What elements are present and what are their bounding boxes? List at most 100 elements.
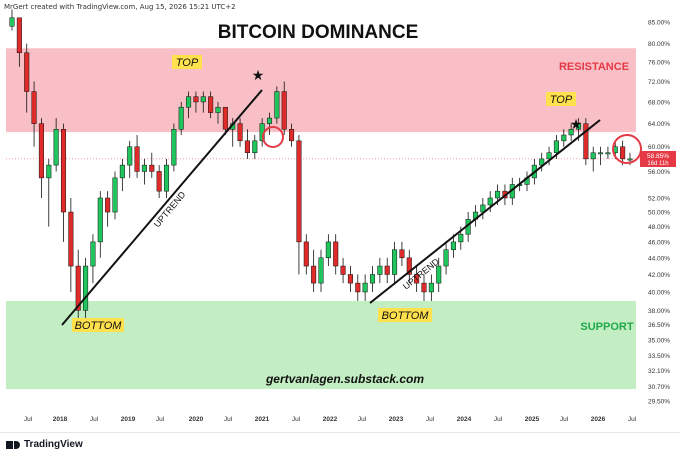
candle [60,123,67,242]
candle-body [222,106,228,130]
candle [340,257,346,284]
chart-title: BITCOIN DOMINANCE [218,22,419,43]
candle [384,257,390,284]
y-tick-label: 76.00% [648,60,670,67]
star-icon: ★ [570,116,583,132]
candle-body [289,129,295,142]
candle [171,123,177,172]
x-axis: Jul 2018 Jul 2019 Jul 2020 Jul 2021 Jul 2022 Jul 20… [24,416,637,423]
candle-body [53,129,59,166]
candle [24,43,30,113]
candle-body [575,123,582,130]
y-tick-label: 44.00% [648,255,670,262]
candle [620,140,626,166]
candle [325,234,331,267]
x-tick-label: 2018 [53,416,68,423]
footer: TradingView [0,432,680,456]
bottom-label-2: BOTTOM [382,310,430,322]
y-tick-label: 46.00% [648,239,670,246]
candle-body [16,17,22,54]
candle [9,9,15,31]
candle-body [274,91,280,119]
y-tick-label: 72.00% [648,79,670,86]
candle [583,118,589,166]
bottom-label-1: BOTTOM [75,320,123,332]
x-tick-label: 2023 [389,416,404,423]
candle-body [178,106,184,130]
candle-body [38,123,44,179]
candle-body [83,265,89,311]
candle-body [443,249,449,267]
candle-body [266,117,273,124]
candle [377,257,383,284]
candle-body [325,241,331,259]
candle-body [9,17,15,27]
candle-body [318,257,324,284]
candle [208,91,214,119]
candle-body [568,129,574,136]
y-tick-label: 40.00% [648,289,670,296]
resistance-zone [6,48,636,133]
candle [428,274,434,302]
candle [318,249,324,292]
candle-body [436,265,442,284]
tradingview-brand: TradingView [24,439,83,450]
candle-body [163,164,170,192]
y-axis: 85.00% 80.00% 76.00% 72.00% 68.00% 64.00% 60.0… [648,20,670,406]
candle-body [598,152,604,155]
candle [68,197,74,292]
y-tick-label: 30.70% [648,384,670,391]
candle-body [553,140,559,154]
candle-body [605,152,611,155]
zones [6,48,636,390]
candle [333,234,339,275]
x-tick-label: Jul [24,416,33,423]
candle [355,274,361,302]
y-tick-label: 56.00% [648,169,670,176]
candle-body [105,197,111,213]
candle [16,17,22,67]
x-tick-label: 2024 [457,416,472,423]
candle [186,91,192,119]
top-label-1: TOP [176,57,199,69]
resistance-zone-label: RESISTANCE [559,61,629,73]
candle-body [377,265,383,275]
candle [237,118,243,147]
breakdown-circle-1 [262,126,284,148]
y-tick-label: 64.00% [648,121,670,128]
support-zone [6,301,636,390]
candle [252,134,258,159]
candle-body [627,158,633,161]
y-tick-label: 42.00% [648,272,670,279]
top-label-bg [546,92,576,106]
candle-body [414,274,420,284]
candle [274,86,280,124]
candle [392,241,398,284]
x-tick-label: 2020 [189,416,204,423]
candle [561,129,567,147]
candle [178,101,184,135]
candle [141,158,147,185]
candle [289,123,295,147]
candle [163,158,170,198]
candle [119,158,125,192]
candle [296,134,302,275]
x-tick-label: Jul [90,416,99,423]
candle-body [60,129,67,213]
y-tick-label: 48.00% [648,224,670,231]
top-label-bg [172,55,202,69]
candle-body [406,257,412,275]
candle [369,266,376,292]
candle-body [208,96,214,113]
candle [443,241,449,275]
candle-body [546,152,552,160]
tradingview-logo[interactable]: TradingView [6,439,83,450]
candle-body [303,241,309,267]
candle-body [384,265,390,275]
candle-body [90,241,96,267]
candle-body [296,140,302,243]
x-tick-label: Jul [156,416,165,423]
candle-body [156,171,162,192]
candle-body [340,265,346,275]
candle [590,146,596,172]
